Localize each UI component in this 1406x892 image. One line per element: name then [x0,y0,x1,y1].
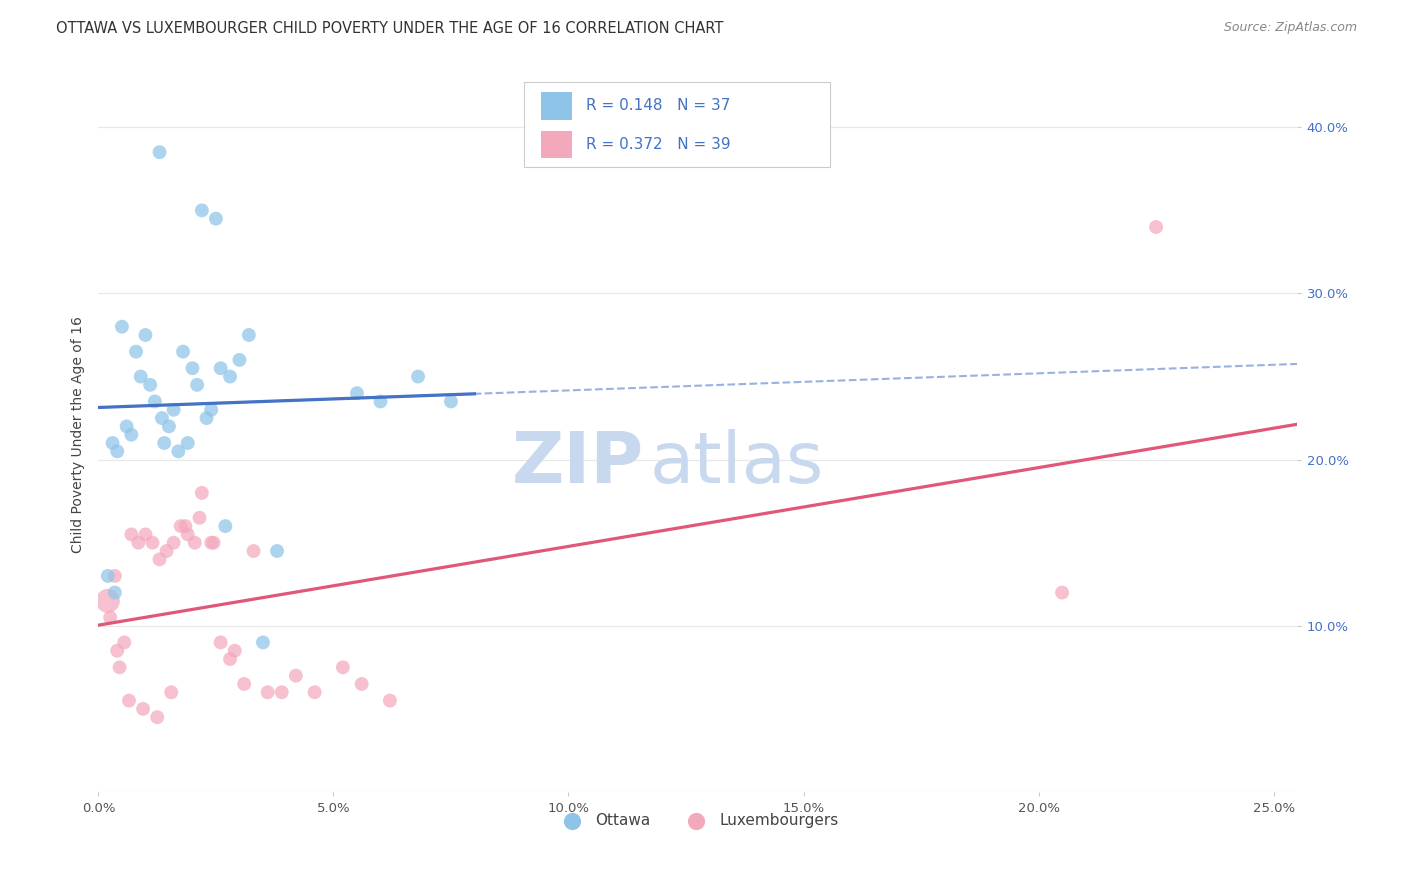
Point [378,693,401,707]
Text: atlas: atlas [650,429,824,498]
Point [148,552,170,566]
Point [191,486,214,500]
Point [112,635,135,649]
Point [146,710,169,724]
Point [209,361,232,376]
Point [186,377,208,392]
Point [125,344,148,359]
Point [370,394,392,409]
Point [219,369,242,384]
Point [115,419,138,434]
Point [350,677,373,691]
Point [209,635,232,649]
Text: R = 0.372   N = 39: R = 0.372 N = 39 [586,137,731,153]
Point [120,427,142,442]
Point [252,635,274,649]
Point [181,361,204,376]
Point [191,203,214,218]
Point [1144,219,1167,234]
Point [104,585,127,599]
Point [224,644,246,658]
Point [98,610,121,624]
Point [1050,585,1073,599]
Point [150,411,173,425]
Point [167,444,190,458]
Point [157,419,180,434]
Point [440,394,463,409]
Point [205,211,228,226]
Point [200,535,222,549]
Text: R = 0.148   N = 37: R = 0.148 N = 37 [586,98,731,113]
Point [101,436,124,450]
Bar [541,93,572,120]
Point [148,145,170,160]
Point [195,411,218,425]
Point [242,544,264,558]
Point [284,668,307,682]
Point [97,569,120,583]
Point [346,386,368,401]
Point [188,510,211,524]
Text: ZIP: ZIP [512,429,644,498]
Point [406,369,429,384]
Point [172,344,194,359]
Point [127,535,149,549]
Point [134,328,156,343]
Point [233,677,256,691]
Point [177,527,200,541]
Point [132,702,155,716]
Point [139,377,162,392]
Point [120,527,142,541]
Point [105,644,128,658]
Point [214,519,236,533]
Text: Source: ZipAtlas.com: Source: ZipAtlas.com [1223,21,1357,35]
Point [129,369,152,384]
FancyBboxPatch shape [524,82,830,167]
Point [219,652,242,666]
Point [163,402,186,417]
Point [170,519,193,533]
Point [200,402,222,417]
Point [202,535,225,549]
Point [111,319,134,334]
Point [97,594,120,608]
Legend: Ottawa, Luxembourgers: Ottawa, Luxembourgers [551,807,845,834]
Y-axis label: Child Poverty Under the Age of 16: Child Poverty Under the Age of 16 [72,317,86,553]
Point [153,436,176,450]
Point [160,685,183,699]
Point [332,660,354,674]
Point [184,535,207,549]
Point [118,693,141,707]
Point [105,444,128,458]
Point [141,535,163,549]
Point [108,660,131,674]
Point [104,569,127,583]
Bar [541,131,572,158]
Point [228,353,250,368]
Point [155,544,177,558]
Point [143,394,166,409]
Point [134,527,156,541]
Point [256,685,278,699]
Point [304,685,326,699]
Point [238,328,260,343]
Point [177,436,200,450]
Point [270,685,292,699]
Point [174,519,197,533]
Text: OTTAWA VS LUXEMBOURGER CHILD POVERTY UNDER THE AGE OF 16 CORRELATION CHART: OTTAWA VS LUXEMBOURGER CHILD POVERTY UND… [56,21,724,37]
Point [266,544,288,558]
Point [163,535,186,549]
